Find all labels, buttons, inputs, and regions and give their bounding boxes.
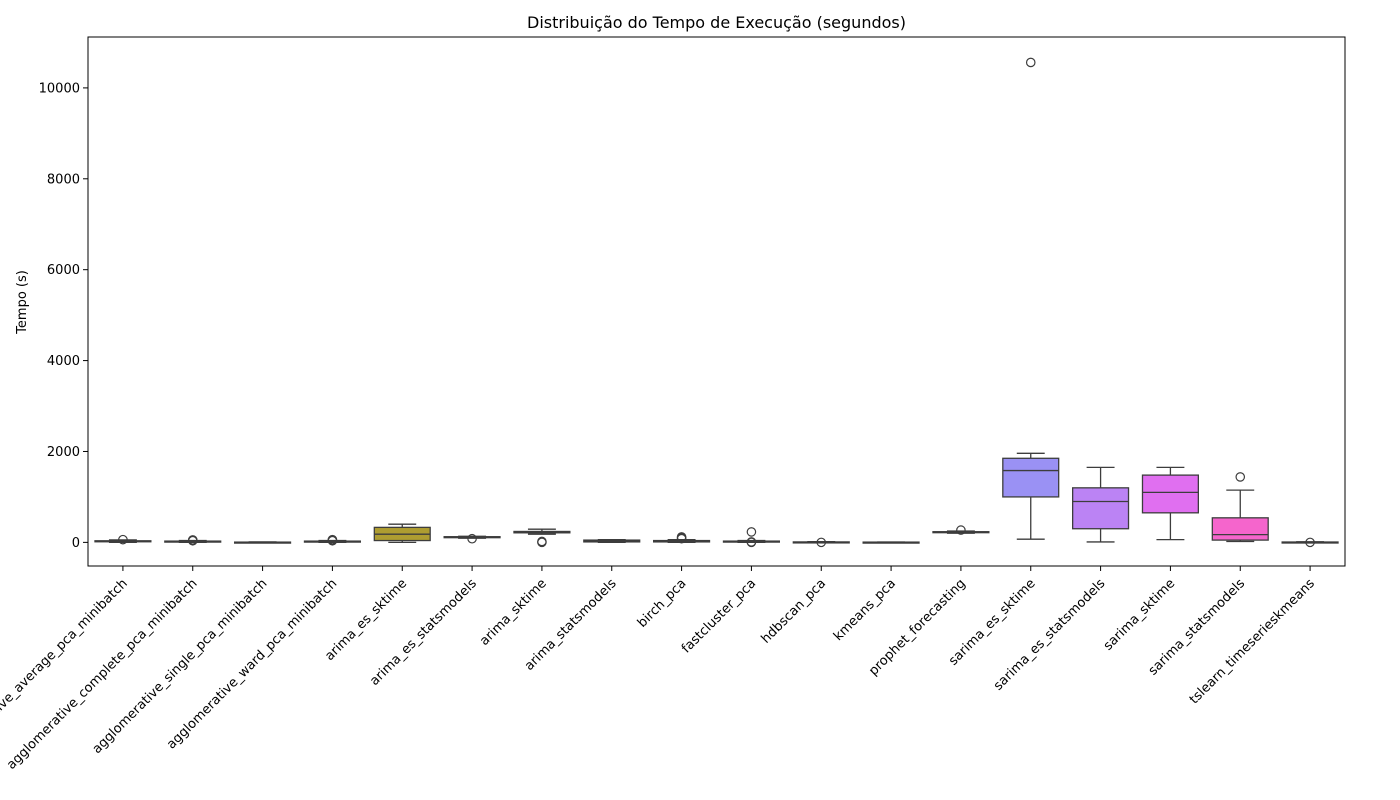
- box-sarima_es_statsmodels: [1072, 466, 1130, 543]
- box-arima_sktime: [513, 528, 571, 548]
- outlier-point: [676, 532, 687, 542]
- box-arima_es_statsmodels: [443, 533, 501, 544]
- y-axis: 0 2000 4000 6000 8000 10000: [39, 81, 88, 551]
- box-sarima_statsmodels: [1211, 472, 1269, 543]
- box-sarima_es_sktime: [1002, 57, 1060, 540]
- y-tick-label: 10000: [39, 81, 80, 96]
- box-hdbscan_pca: [792, 537, 850, 548]
- box-agglomerative_ward_pca_minibatch: [303, 534, 362, 546]
- boxes-layer: [94, 57, 1339, 548]
- box-iqr: [1002, 457, 1060, 498]
- chart-title: Distribuição do Tempo de Execução (segun…: [527, 13, 906, 32]
- outlier-point: [956, 525, 966, 535]
- outlier-point: [187, 535, 198, 545]
- outlier-point: [746, 527, 757, 537]
- y-tick-label: 8000: [47, 172, 80, 187]
- box-prophet_forecasting: [932, 525, 990, 535]
- x-tick-label: tslearn_timeserieskmeans: [1187, 576, 1318, 707]
- outlier-point: [467, 533, 477, 544]
- outlier-point: [1025, 57, 1036, 68]
- y-tick-label: 2000: [47, 445, 80, 460]
- outlier-point: [537, 537, 547, 548]
- x-tick-label: arima_sktime: [477, 576, 550, 649]
- box-agglomerative_complete_pca_minibatch: [164, 535, 222, 546]
- x-tick-label: kmeans_pca: [831, 576, 899, 644]
- outlier-point: [816, 537, 827, 548]
- x-tick-label: fastcluster_pca: [679, 576, 759, 656]
- box-iqr: [1211, 517, 1269, 541]
- outlier-point: [1235, 472, 1246, 482]
- box-sarima_sktime: [1141, 466, 1199, 541]
- y-tick-label: 6000: [47, 263, 80, 278]
- x-tick-label: birch_pca: [635, 576, 690, 631]
- box-kmeans_pca: [862, 541, 920, 544]
- outlier-point: [327, 534, 338, 545]
- plot-frame: [87, 36, 1346, 567]
- box-fastcluster_pca: [722, 527, 781, 548]
- box-iqr: [1141, 474, 1199, 514]
- y-axis-label: Tempo (s): [15, 270, 30, 335]
- y-tick-label: 0: [72, 536, 80, 551]
- x-tick-label: sarima_sktime: [1101, 576, 1178, 653]
- box-arima_statsmodels: [583, 538, 641, 544]
- outlier-point: [746, 537, 757, 548]
- outlier-point: [1305, 537, 1315, 548]
- box-agglomerative_average_pca_minibatch: [94, 534, 152, 545]
- box-tslearn_timeserieskmeans: [1281, 537, 1339, 548]
- outlier-point: [118, 534, 128, 545]
- box-birch_pca: [653, 532, 711, 544]
- box-arima_es_sktime: [373, 523, 431, 544]
- box-agglomerative_single_pca_minibatch: [233, 541, 292, 544]
- x-axis: agglomerative_average_pca_minibatchagglo…: [0, 566, 1318, 773]
- box-iqr: [1072, 487, 1130, 530]
- y-tick-label: 4000: [47, 354, 80, 369]
- x-tick-label: hdbscan_pca: [759, 576, 830, 647]
- x-tick-label: sarima_es_statsmodels: [991, 576, 1109, 694]
